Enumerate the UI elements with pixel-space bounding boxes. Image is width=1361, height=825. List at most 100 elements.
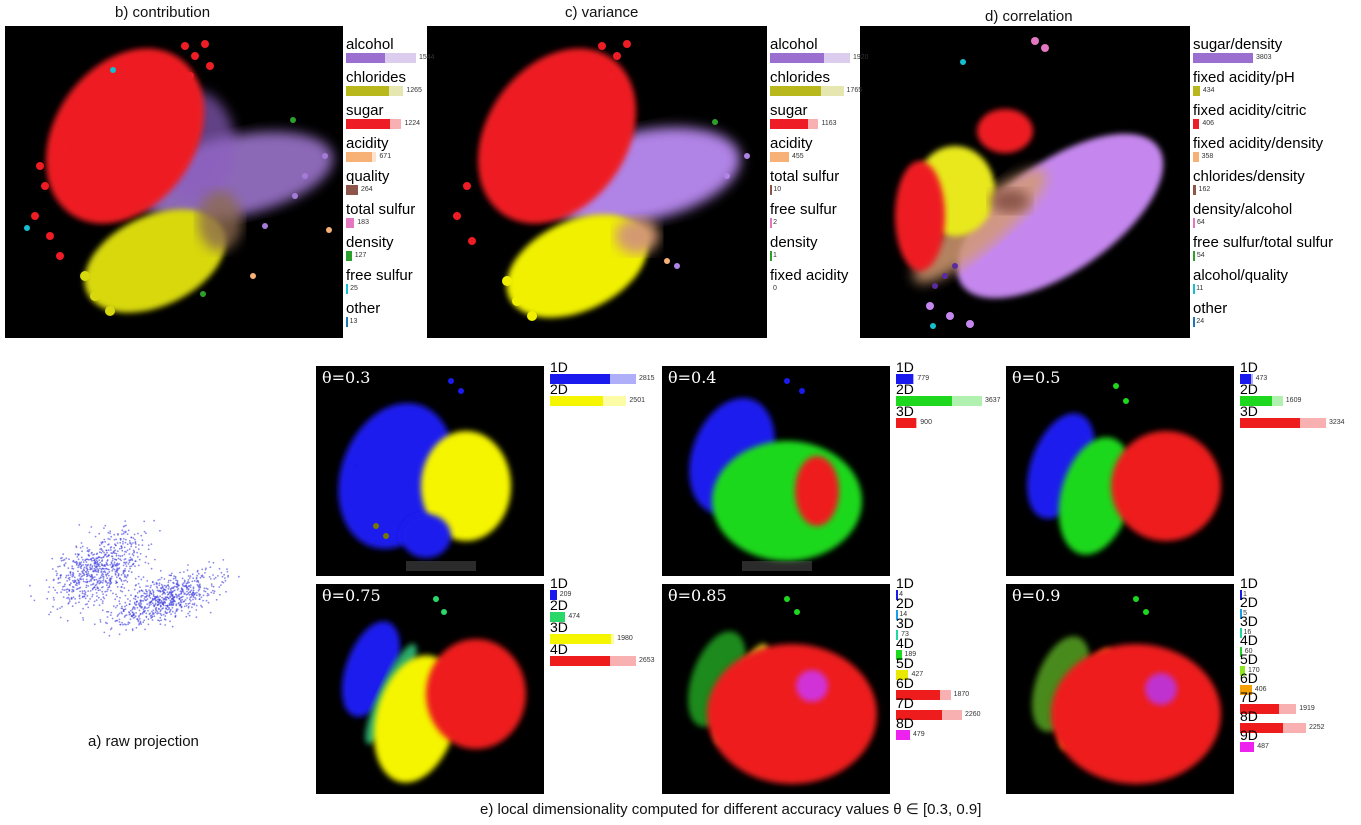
- scatter-point: [108, 570, 111, 573]
- scatter-point: [186, 569, 189, 572]
- scatter-point: [105, 567, 108, 570]
- scatter-point: [131, 611, 134, 613]
- legend-label: free sulfur/total sulfur: [1193, 234, 1334, 251]
- scatter-point: [99, 567, 101, 570]
- scatter-point: [221, 575, 224, 578]
- legend-label: 2D: [1240, 594, 1258, 610]
- legend-value: 4: [899, 591, 904, 598]
- scatter-point: [147, 544, 150, 547]
- scatter-point: [159, 616, 162, 619]
- scatter-point: [93, 576, 96, 578]
- scatter-point: [88, 558, 90, 561]
- scatter-point: [196, 570, 199, 573]
- scatter-point: [156, 604, 159, 607]
- scatter-point: [82, 617, 84, 619]
- theta-label: θ=0.4: [668, 368, 717, 387]
- scatter-point: [186, 590, 188, 593]
- scatter-point: [188, 581, 190, 584]
- scatter-point: [83, 590, 86, 592]
- scatter-point: [140, 578, 143, 581]
- scatter-point: [181, 583, 184, 586]
- scatter-point: [93, 567, 96, 570]
- legend-value: 671: [379, 153, 392, 160]
- scatter-point: [220, 571, 223, 574]
- scatter-point: [56, 572, 58, 575]
- scatter-point: [100, 557, 103, 559]
- legend-entry: quality 264: [346, 168, 416, 201]
- legend-label: fixed acidity/citric: [1193, 102, 1307, 119]
- scatter-point: [52, 596, 55, 599]
- scatter-point: [83, 595, 86, 597]
- legend-label: 4D: [1240, 632, 1258, 648]
- scatter-point: [103, 551, 105, 554]
- legend-label: 5D: [1240, 651, 1258, 667]
- scatter-point: [101, 567, 104, 570]
- scatter-point: [109, 589, 112, 592]
- legend-bar-light: [390, 119, 402, 129]
- scatter-point: [103, 555, 105, 558]
- scatter-point: [87, 563, 89, 566]
- scatter-point: [106, 564, 109, 566]
- scatter-point: [149, 601, 152, 604]
- variance-title: c) variance: [565, 4, 639, 21]
- legend-entry: 9D 487: [1240, 728, 1306, 752]
- scatter-point: [196, 574, 199, 577]
- scatter-point: [195, 609, 198, 611]
- scatter-point: [100, 551, 103, 554]
- scatter-point: [198, 588, 201, 591]
- scatter-point: [156, 612, 159, 615]
- scatter-point: [99, 621, 102, 623]
- scatter-point: [87, 554, 90, 557]
- scatter-point: [72, 567, 75, 570]
- scatter-point: [151, 619, 154, 621]
- scatter-point: [164, 624, 167, 626]
- scatter-point: [93, 579, 96, 581]
- legend-value: 25: [350, 285, 358, 292]
- scatter-point: [127, 529, 130, 532]
- legend-entry: 2D 5: [1240, 594, 1306, 619]
- scatter-point: [192, 577, 195, 580]
- scatter-point: [52, 586, 55, 589]
- scatter-point: [191, 606, 193, 609]
- scatter-point: [60, 573, 62, 576]
- scatter-point: [137, 544, 140, 546]
- scatter-point: [127, 563, 130, 565]
- scatter-point: [115, 544, 117, 547]
- theta-0.85-legend: 1D 4 2D 14 3D 73 4D 189 5D 427 6D 1870 7D 2260 8D 479: [896, 576, 981, 740]
- legend-value: 3637: [985, 397, 1001, 404]
- scatter-point: [131, 629, 134, 632]
- legend-value: 358: [1201, 153, 1214, 160]
- scatter-point: [118, 600, 121, 603]
- scatter-point: [149, 592, 151, 595]
- scatter-point: [148, 594, 151, 597]
- scatter-point: [169, 608, 172, 611]
- scatter-point: [115, 538, 118, 541]
- scatter-point: [80, 567, 82, 570]
- scatter-point: [172, 577, 175, 580]
- legend-entry: chlorides/density 162: [1193, 168, 1305, 201]
- scatter-point: [95, 562, 97, 565]
- scatter-point: [111, 555, 114, 558]
- scatter-point: [71, 605, 74, 608]
- scatter-point: [78, 583, 81, 585]
- scatter-point: [171, 606, 174, 609]
- legend-label: 1D: [550, 575, 568, 591]
- scatter-point: [56, 608, 59, 611]
- scatter-point: [113, 563, 115, 566]
- scatter-point: [83, 566, 86, 569]
- scatter-point: [223, 573, 226, 576]
- scatter-point: [98, 604, 101, 606]
- scatter-point: [137, 596, 140, 599]
- scatter-point: [67, 574, 70, 577]
- scatter-point: [198, 595, 201, 597]
- scatter-point: [144, 592, 147, 595]
- legend-value: 64: [1197, 219, 1205, 226]
- scatter-point: [73, 561, 76, 563]
- scatter-point: [177, 587, 180, 590]
- legend-label: sugar: [770, 102, 808, 119]
- legend-bar-light: [389, 86, 404, 96]
- scatter-point: [208, 561, 211, 563]
- scatter-point: [78, 581, 81, 583]
- scatter-point: [86, 547, 89, 549]
- scatter-point: [190, 589, 193, 592]
